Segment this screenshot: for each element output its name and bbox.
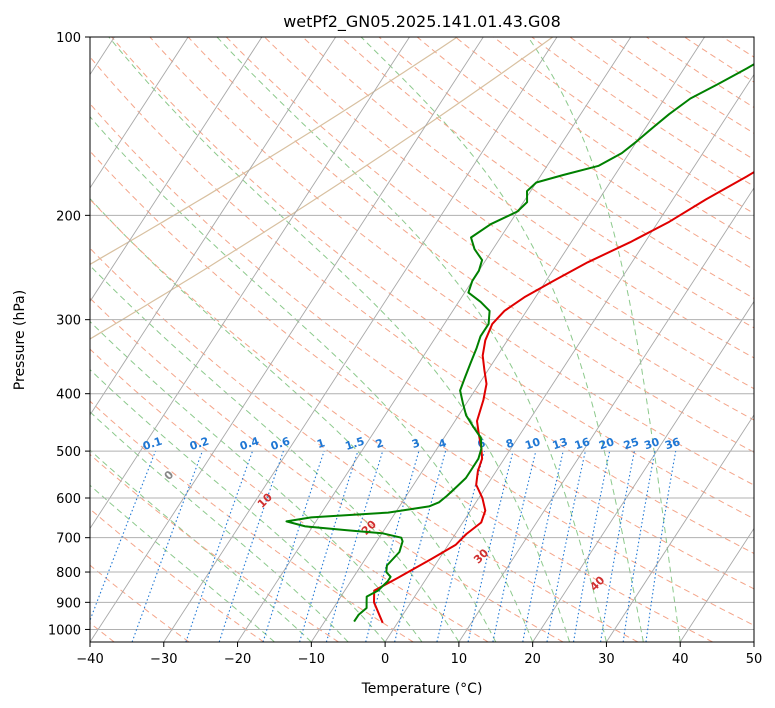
dry-adiabat	[90, 198, 713, 642]
dry-adiabat	[111, 37, 754, 520]
mixing-ratio-line	[436, 450, 486, 642]
y-tick-label: 100	[56, 31, 81, 46]
temperature-profile-line	[373, 170, 754, 624]
mixing-ratio-line	[185, 450, 254, 642]
isotherm-line	[458, 187, 754, 642]
isotherm-line	[384, 73, 754, 642]
mixing-ratio-line	[90, 450, 157, 622]
dry-adiabat	[90, 508, 265, 642]
dry-adiabat	[302, 37, 754, 359]
isotherm-line	[90, 37, 337, 416]
mixing-ratio-line	[467, 450, 514, 642]
mixing-ratio-line	[492, 450, 537, 642]
dry-adiabat	[90, 103, 754, 590]
isotherm-line	[679, 527, 754, 642]
moist-adiabat	[90, 264, 460, 642]
mixing-ratio-line	[325, 450, 384, 642]
isotherm-line	[237, 37, 632, 642]
plot-frame	[89, 36, 755, 643]
dry-adiabat	[90, 348, 489, 642]
x-tick-label: 30	[598, 652, 615, 667]
mixing-ratio-line	[645, 451, 677, 642]
mixing-ratio-label: 3	[410, 436, 421, 451]
moist-adiabat	[90, 411, 349, 642]
x-tick-label: 10	[451, 652, 468, 667]
dry-adiabat	[225, 37, 754, 421]
y-axis-label: Pressure (hPa)	[12, 290, 28, 390]
x-tick-label: −10	[298, 652, 325, 667]
y-tick-label: 400	[56, 388, 81, 403]
mixing-ratio-label: 20	[597, 435, 616, 452]
chart-title: wetPf2_GN05.2025.141.01.43.G08	[283, 12, 561, 32]
isotherm-line	[90, 37, 263, 303]
moist-adiabat	[90, 115, 534, 642]
mixing-ratio-label: 13	[551, 435, 570, 452]
y-tick-label: 200	[56, 209, 81, 224]
dry-adiabat	[90, 247, 639, 642]
isotherm-line	[532, 300, 754, 642]
y-tick-label: 1000	[48, 623, 81, 638]
y-tick-label: 900	[56, 596, 81, 611]
mixing-ratio-label: 30	[643, 435, 662, 452]
mixing-ratio-line	[365, 450, 420, 642]
x-tick-label: −30	[150, 652, 177, 667]
dewpoint-profile-line	[285, 63, 754, 623]
mixing-ratio-label: 16	[573, 435, 592, 452]
x-axis-label: Temperature (°C)	[361, 681, 483, 697]
mixing-ratio-line	[218, 450, 284, 642]
mixing-ratio-label: 2	[374, 436, 385, 451]
mixing-ratio-label: 0.2	[188, 435, 211, 453]
moist-adiabat	[108, 37, 571, 642]
mixing-ratio-label: 4	[437, 436, 449, 451]
mixing-ratio-line	[262, 450, 325, 642]
moist-adiabat	[90, 320, 423, 642]
mixing-ratio-line	[394, 450, 447, 642]
y-axis: 100 200 300 400 500 600 700 800 900 1000	[48, 31, 90, 638]
mixing-ratio-label: 1	[315, 436, 326, 451]
x-axis: −40 −30 −20 −10 0 10 20 30 40 50	[76, 642, 762, 667]
x-tick-label: −40	[76, 652, 103, 667]
mixing-ratio-label: 8	[504, 436, 515, 451]
x-tick-label: 20	[524, 652, 541, 667]
x-tick-label: −20	[224, 652, 251, 667]
isotherm-line	[90, 37, 484, 642]
isotherm-line	[90, 37, 410, 530]
y-tick-label: 800	[56, 566, 81, 581]
isotherm-line	[163, 37, 558, 642]
moist-adiabat	[90, 368, 386, 642]
mixing-ratio-label: 36	[663, 435, 682, 452]
reference-curve	[90, 37, 554, 340]
background-reference-lines	[90, 37, 754, 642]
isotherm-line	[606, 414, 754, 642]
moist-adiabat	[216, 37, 607, 642]
isotherm-line	[90, 37, 189, 189]
y-tick-label: 300	[56, 314, 81, 329]
mixing-ratio-label: 0.6	[269, 434, 292, 452]
y-tick-label: 600	[56, 492, 81, 507]
y-tick-label: 700	[56, 532, 81, 547]
x-tick-label: 50	[746, 652, 763, 667]
mixing-ratio-label: 0.1	[141, 435, 164, 453]
mixing-ratio-label: 25	[622, 435, 641, 452]
x-tick-label: 0	[381, 652, 389, 667]
dry-adiabat	[90, 150, 754, 626]
mixing-ratio-label: 0.4	[238, 434, 261, 452]
moist-adiabat	[90, 484, 275, 642]
moist-adiabat	[360, 37, 644, 642]
x-tick-label: 40	[672, 652, 689, 667]
mixing-ratio-line	[131, 450, 203, 642]
moist-adiabat	[527, 37, 681, 642]
dry-adiabat	[90, 56, 754, 555]
y-tick-label: 500	[56, 445, 81, 460]
isotherm-line	[310, 37, 705, 642]
dry-adiabat	[90, 297, 564, 642]
dry-adiabat	[264, 37, 754, 390]
sounding-series	[285, 63, 754, 624]
mixing-ratio-label: 1.5	[343, 435, 366, 453]
mixing-ratio-label: 10	[523, 435, 542, 452]
mixing-ratio-line	[299, 450, 359, 642]
